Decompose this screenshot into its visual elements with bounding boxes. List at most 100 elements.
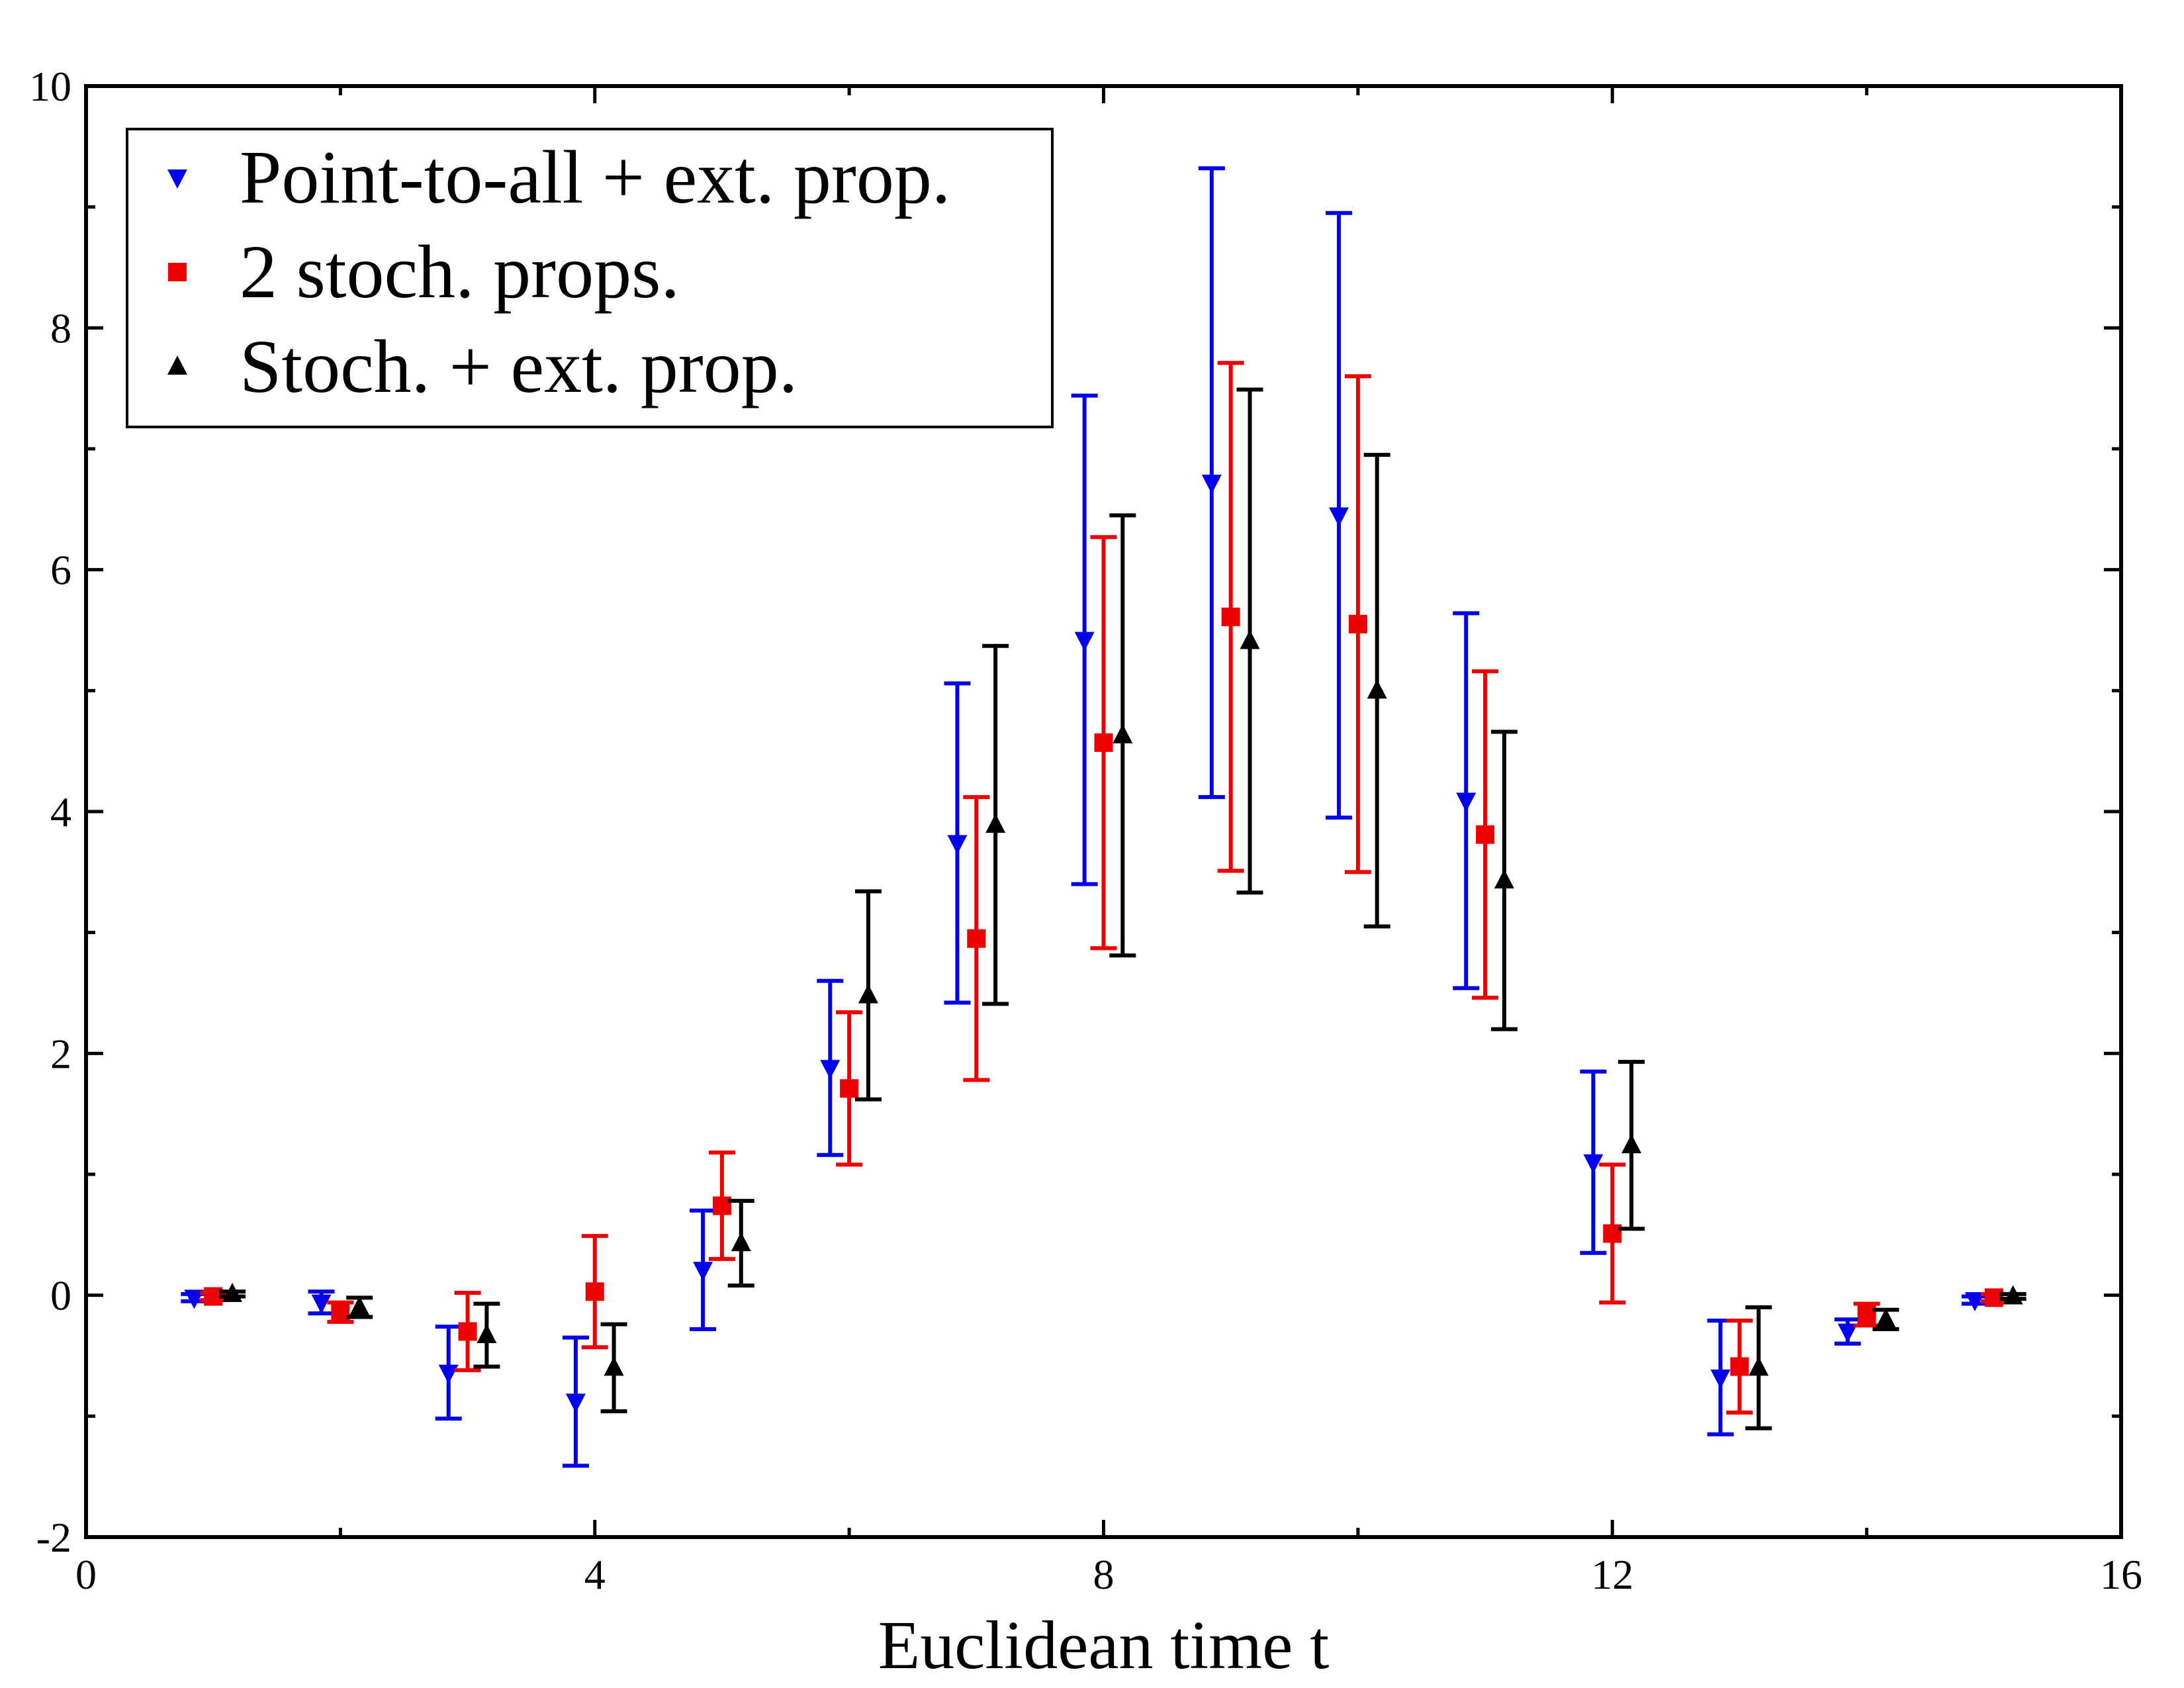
point-marker — [349, 1295, 370, 1315]
data-point — [1834, 1317, 1861, 1346]
data-point — [562, 1335, 589, 1468]
point-marker — [585, 1282, 604, 1301]
series-1 — [181, 166, 1988, 1468]
point-marker — [1201, 475, 1222, 494]
x-tick-label: 16 — [2100, 1551, 2142, 1598]
data-point — [1618, 1060, 1645, 1231]
legend-entry: 2 stoch. props. — [168, 230, 680, 314]
point-marker — [1348, 614, 1367, 633]
series-layer — [181, 166, 2026, 1468]
point-marker — [1221, 607, 1240, 626]
x-tick-label: 4 — [584, 1551, 606, 1598]
data-point — [854, 889, 882, 1102]
data-point — [1363, 453, 1390, 929]
data-point — [690, 1208, 717, 1331]
legend-marker — [167, 169, 187, 189]
data-point — [727, 1199, 754, 1288]
point-marker — [1730, 1357, 1749, 1376]
data-point — [1853, 1301, 1880, 1328]
data-point — [219, 1282, 246, 1302]
data-point — [1344, 374, 1371, 874]
point-marker — [1494, 869, 1514, 889]
data-point — [1872, 1307, 1899, 1331]
series-2 — [200, 361, 2007, 1415]
legend-label: Stoch. + ext. prop. — [240, 324, 797, 408]
data-point — [1198, 166, 1225, 800]
data-point — [454, 1291, 481, 1372]
point-marker — [1456, 792, 1477, 812]
legend: Point-to-all + ext. prop. 2 stoch. props.… — [126, 128, 1054, 428]
point-marker — [565, 1393, 586, 1413]
y-tick-label: 6 — [50, 547, 71, 594]
y-tick-label: 8 — [50, 305, 71, 352]
point-marker — [1583, 1154, 1604, 1174]
data-point — [1472, 669, 1499, 1000]
point-marker — [184, 1289, 205, 1309]
data-point — [327, 1300, 354, 1324]
data-point — [435, 1325, 462, 1421]
data-point — [1580, 1069, 1607, 1255]
series-3 — [219, 387, 2026, 1430]
point-marker — [1094, 733, 1113, 752]
point-marker — [947, 835, 968, 855]
x-tick-label: 0 — [75, 1551, 97, 1598]
x-tick-label: 8 — [1093, 1551, 1115, 1598]
data-point — [1090, 535, 1117, 951]
data-point — [1109, 513, 1136, 958]
y-tick-label: 4 — [50, 788, 71, 835]
data-point — [1707, 1319, 1734, 1436]
point-marker — [1476, 825, 1495, 844]
point-marker — [731, 1232, 751, 1252]
point-marker — [604, 1356, 624, 1376]
point-marker — [1113, 724, 1133, 743]
data-point — [1071, 393, 1098, 886]
point-marker — [1837, 1323, 1858, 1343]
point-marker — [1710, 1369, 1731, 1389]
y-tick-label: 2 — [50, 1030, 71, 1077]
point-marker — [820, 1060, 841, 1080]
data-point — [963, 795, 990, 1082]
point-marker — [1621, 1134, 1642, 1154]
data-point — [581, 1234, 608, 1350]
y-tick-label: 0 — [50, 1272, 71, 1319]
x-tick-label: 12 — [1591, 1551, 1633, 1598]
data-point — [1326, 211, 1353, 820]
point-marker — [1329, 507, 1349, 527]
point-marker — [858, 984, 878, 1004]
data-point — [1453, 611, 1480, 990]
data-point — [836, 1010, 863, 1167]
point-marker — [477, 1323, 497, 1343]
point-marker — [693, 1262, 713, 1282]
data-point — [817, 978, 844, 1157]
point-marker — [1367, 679, 1387, 699]
point-marker — [1749, 1356, 1769, 1376]
x-axis-title: Euclidean time t — [878, 1607, 1330, 1683]
legend-marker — [168, 263, 187, 281]
data-point — [1999, 1285, 2026, 1305]
data-point — [944, 681, 971, 1005]
point-marker — [311, 1294, 332, 1314]
point-marker — [1964, 1291, 1985, 1311]
legend-entry: Stoch. + ext. prop. — [167, 324, 797, 408]
data-point — [1236, 387, 1263, 895]
legend-label: Point-to-all + ext. prop. — [240, 135, 950, 219]
y-tick-label: -2 — [36, 1514, 71, 1561]
point-marker — [985, 814, 1006, 833]
legend-box — [126, 128, 1054, 428]
data-point — [708, 1150, 735, 1261]
point-marker — [1074, 632, 1095, 651]
data-point — [1961, 1291, 1988, 1311]
legend-entry: Point-to-all + ext. prop. — [167, 135, 950, 219]
data-point — [1745, 1305, 1772, 1430]
axis-ticks — [84, 84, 2123, 1539]
y-tick-label: 10 — [29, 63, 71, 110]
point-marker — [967, 929, 986, 948]
data-point — [346, 1295, 373, 1319]
point-marker — [840, 1079, 859, 1098]
point-marker — [1240, 630, 1260, 649]
point-marker — [438, 1364, 459, 1384]
point-marker — [1876, 1308, 1896, 1328]
data-point — [1490, 729, 1518, 1031]
